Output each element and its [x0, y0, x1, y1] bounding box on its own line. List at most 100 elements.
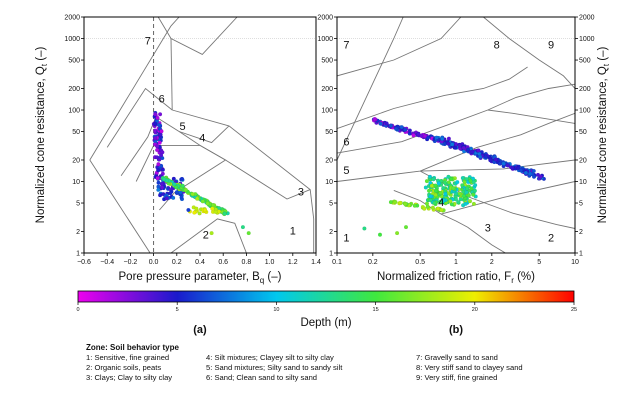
legend-item-6: 6: Sand; Clean sand to silty sand: [206, 373, 318, 382]
x-tick-label: −0.2: [123, 259, 137, 266]
legend-item-9: 9: Very stiff, fine grained: [416, 373, 498, 382]
x-tick-label: −0.6: [77, 259, 91, 266]
data-point: [531, 169, 536, 174]
data-point: [211, 203, 216, 208]
data-point: [158, 193, 163, 198]
data-point: [432, 200, 437, 205]
data-point: [510, 166, 515, 171]
data-point: [158, 112, 163, 117]
y-tick-label: 50: [72, 129, 80, 136]
data-point: [473, 183, 478, 188]
data-point: [457, 143, 462, 148]
data-point: [454, 197, 459, 202]
data-point: [501, 161, 506, 166]
data-point: [393, 200, 398, 205]
data-point: [428, 194, 433, 199]
data-point: [455, 180, 460, 185]
data-point: [450, 142, 455, 147]
x-tick-label: 0.4: [195, 259, 205, 266]
data-point: [498, 161, 503, 166]
zone-label-1: 1: [290, 225, 296, 237]
data-point: [174, 185, 179, 190]
colorbar-tick-label: 0: [76, 307, 79, 313]
data-point: [217, 209, 222, 214]
data-point: [523, 170, 528, 175]
data-point: [469, 186, 474, 191]
legend-item-1: 1: Sensitive, fine grained: [86, 353, 170, 362]
y-axis-label: Normalized cone resistance, Qt (–): [35, 46, 49, 223]
zone-label-1: 1: [343, 232, 349, 244]
x-tick-label: 1.4: [311, 259, 321, 266]
data-point: [160, 185, 165, 190]
y-tick-label: 200: [68, 86, 80, 93]
data-point: [441, 186, 446, 191]
x-tick-label: 0.8: [242, 259, 252, 266]
data-point: [171, 195, 176, 200]
legend-item-8: 8: Very stiff sand to clayey sand: [416, 363, 523, 372]
x-tick-label: 0.2: [172, 259, 182, 266]
zone-label-9: 9: [548, 39, 554, 51]
data-point: [460, 176, 465, 181]
data-point: [442, 180, 447, 185]
zone-boundary-13: [225, 159, 311, 200]
data-point: [195, 196, 200, 201]
zone-label-2: 2: [203, 230, 209, 242]
data-point: [431, 177, 436, 182]
zone-boundary-14: [170, 218, 247, 253]
data-points: [151, 110, 251, 236]
data-point: [457, 191, 462, 196]
zone-label-8: 8: [494, 39, 500, 51]
y-axis-label-main: Normalized cone resistance, Q: [35, 66, 47, 223]
data-point: [372, 117, 377, 122]
data-point: [488, 158, 493, 163]
colorbar-tick-label: 15: [373, 307, 379, 313]
zone-boundaries: [337, 17, 575, 253]
data-point: [468, 178, 473, 183]
x-tick-label: 0.6: [218, 259, 228, 266]
zone-label-7: 7: [145, 36, 151, 48]
data-point: [153, 136, 158, 141]
zone-boundary-9: [467, 226, 506, 253]
x-tick-label: 1.2: [288, 259, 298, 266]
data-point: [458, 197, 463, 202]
zone-label-4: 4: [438, 197, 444, 209]
data-point: [394, 126, 399, 131]
data-point: [213, 209, 218, 214]
x-axis-label-main: Normalized friction ratio, F: [377, 271, 511, 283]
data-point: [453, 145, 458, 150]
data-point: [528, 171, 533, 176]
data-point: [505, 163, 510, 168]
y-tick-label: 20: [325, 157, 333, 164]
data-points: [362, 117, 546, 237]
data-point: [180, 176, 185, 181]
data-point: [378, 121, 383, 126]
data-point: [155, 176, 160, 181]
data-point: [425, 204, 430, 209]
data-point: [384, 121, 389, 126]
zone-boundary-5: [170, 38, 173, 111]
data-point: [476, 148, 481, 153]
zone-boundary-9: [172, 109, 230, 127]
data-point: [404, 225, 409, 230]
zone-label-6: 6: [159, 93, 165, 105]
y-axis-label-sub: t: [40, 63, 49, 66]
x-tick-label: −0.4: [100, 259, 114, 266]
y-tick-label: 2: [329, 229, 333, 236]
zone-boundary-4: [157, 17, 238, 55]
colorbar-tick-label: 20: [472, 307, 478, 313]
data-point: [427, 188, 432, 193]
data-point: [471, 201, 476, 206]
y-tick-label-right: 1000: [579, 36, 595, 43]
y-tick-label: 500: [68, 58, 80, 65]
data-point: [156, 180, 161, 185]
y-tick-label: 1: [329, 251, 333, 258]
data-point: [516, 166, 521, 171]
x-tick-label: 0.0: [149, 259, 159, 266]
data-point: [403, 202, 408, 207]
data-point: [478, 154, 483, 159]
data-point: [464, 190, 469, 195]
colorbar-label: Depth (m): [300, 317, 351, 329]
data-point: [493, 157, 498, 162]
y-axis-label-main: Normalized cone resistance, Q: [597, 66, 609, 223]
data-point: [436, 181, 441, 186]
